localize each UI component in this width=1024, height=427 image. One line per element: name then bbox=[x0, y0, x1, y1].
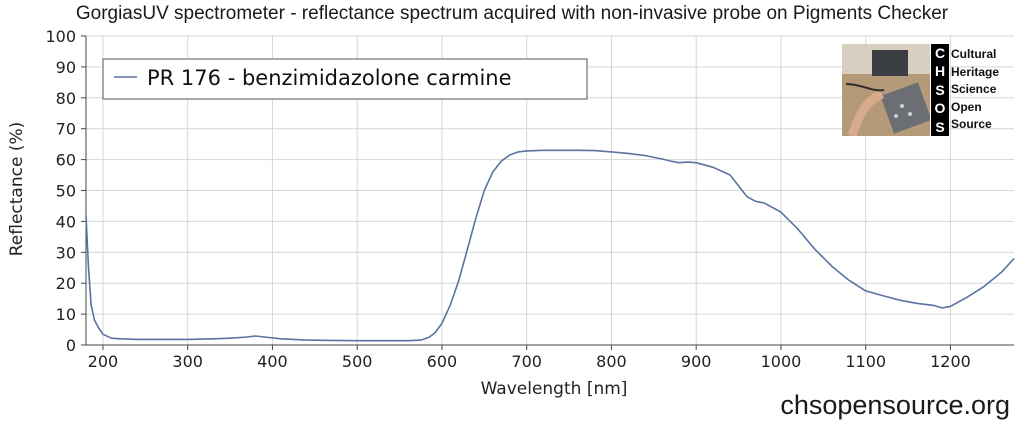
x-tick-label: 700 bbox=[511, 352, 542, 371]
logo-letter: H bbox=[934, 63, 946, 80]
y-tick-label: 50 bbox=[56, 182, 76, 201]
y-tick-label: 20 bbox=[56, 274, 76, 293]
x-tick-label: 500 bbox=[342, 352, 373, 371]
y-axis-label: Reflectance (%) bbox=[7, 122, 27, 257]
logo-word: Heritage bbox=[951, 64, 1000, 79]
x-tick-label: 1100 bbox=[845, 352, 886, 371]
logo-word: Source bbox=[951, 117, 992, 132]
x-tick-label: 600 bbox=[427, 352, 458, 371]
logo-letter: C bbox=[934, 45, 946, 61]
x-tick-label: 300 bbox=[172, 352, 203, 371]
logo-word: Science bbox=[951, 82, 997, 97]
x-tick-label: 1000 bbox=[761, 352, 802, 371]
y-tick-label: 80 bbox=[56, 89, 76, 108]
y-tick-label: 90 bbox=[56, 58, 76, 77]
y-tick-label: 60 bbox=[56, 151, 76, 170]
y-tick-label: 40 bbox=[56, 212, 76, 231]
x-tick-label: 1200 bbox=[930, 352, 971, 371]
chsos-logo: C H S O S Cultural Heritage Science Open… bbox=[842, 44, 999, 136]
x-axis-label: Wavelength [nm] bbox=[481, 379, 628, 399]
logo-letter: S bbox=[935, 118, 945, 135]
logo-letter: S bbox=[935, 81, 945, 98]
y-tick-label: 0 bbox=[66, 336, 76, 355]
y-tick-label: 100 bbox=[45, 27, 76, 46]
logo-word: Cultural bbox=[951, 47, 997, 61]
logo-words: Cultural Heritage Science Open Source bbox=[951, 46, 999, 134]
legend-box bbox=[102, 58, 588, 100]
series bbox=[85, 149, 1015, 342]
x-tick-label: 200 bbox=[88, 352, 119, 371]
y-tick-label: 70 bbox=[56, 120, 76, 139]
tick-labels: 200 300 400 500 600 700 800 900 1000 1100 1200 0 10 2… bbox=[45, 27, 970, 371]
logo-word: Open bbox=[951, 99, 982, 114]
logo-letter: O bbox=[934, 100, 946, 117]
x-tick-label: 400 bbox=[257, 352, 288, 371]
probe-photo-image bbox=[842, 44, 930, 136]
y-tick-label: 30 bbox=[56, 243, 76, 262]
y-tick-label: 10 bbox=[56, 305, 76, 324]
website-watermark: chsopensource.org bbox=[780, 390, 1010, 420]
legend: PR 176 - benzimidazolone carmine bbox=[102, 58, 588, 100]
series-line bbox=[85, 149, 1015, 342]
legend-label: PR 176 - benzimidazolone carmine bbox=[147, 66, 512, 90]
axes bbox=[81, 35, 1014, 350]
chart-title: GorgiasUV spectrometer - reflectance spe… bbox=[75, 3, 949, 24]
x-tick-label: 900 bbox=[681, 352, 712, 371]
x-tick-label: 800 bbox=[596, 352, 627, 371]
logo-letter-bar: C H S O S bbox=[931, 44, 949, 136]
